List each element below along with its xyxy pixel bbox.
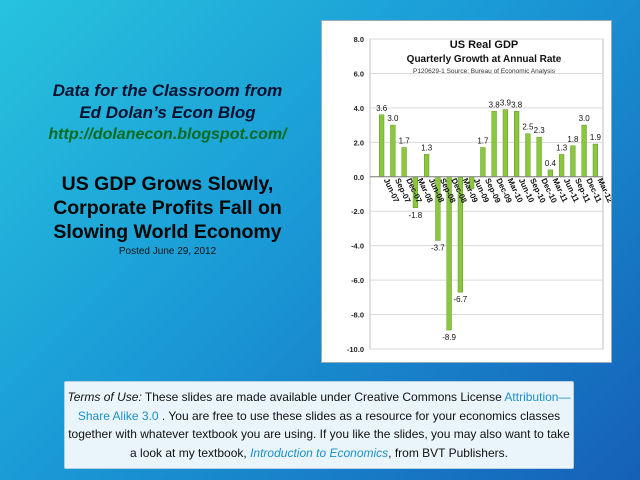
- bar-dec-11: [581, 124, 587, 178]
- bar-sep-07: [390, 124, 396, 178]
- value-label: 2.5: [522, 123, 534, 132]
- bar-jun-08: [424, 154, 430, 178]
- y-tick-label: 0.0: [354, 173, 364, 182]
- y-tick-label: -10.0: [347, 345, 364, 354]
- bar-dec-07: [401, 147, 407, 178]
- bar-sep-10: [525, 133, 531, 178]
- value-label: 1.7: [477, 137, 489, 146]
- value-label: 3.8: [511, 100, 523, 109]
- license-link[interactable]: Attribution—Share Alike 3.0: [77, 390, 571, 423]
- blog-url-link[interactable]: http://dolanecon.blogspot.com/: [48, 126, 287, 143]
- gdp-bar-chart: 8.0 6.0 4.0 2.0 0.0 -2.0 -4.0 -6.0 -8.0 -10.0 3.6…: [347, 35, 611, 354]
- chart-subtitle: Quarterly Growth at Annual Rate: [407, 54, 562, 65]
- gdp-chart-panel: 8.0 6.0 4.0 2.0 0.0 -2.0 -4.0 -6.0 -8.0 -10.0 3.6…: [321, 20, 612, 363]
- value-label: -3.7: [431, 244, 445, 253]
- headline-line-1: US GDP Grows Slowly,: [61, 173, 274, 195]
- y-tick-label: 6.0: [354, 69, 364, 78]
- bar-dec-09: [491, 111, 497, 178]
- bar-sep-11: [570, 145, 576, 178]
- headline-line-3: Slowing World Economy: [53, 221, 282, 243]
- bar-jun-10: [514, 111, 520, 178]
- blog-title-line-2: Ed Dolan’s Econ Blog: [79, 103, 256, 122]
- bar-sep-09: [480, 147, 486, 178]
- y-tick-label: -6.0: [351, 276, 364, 285]
- y-tick-label: 4.0: [354, 104, 364, 113]
- posted-date: Posted June 29, 2012: [118, 246, 217, 257]
- value-label: 2.3: [534, 126, 546, 135]
- chart-title: US Real GDP: [450, 39, 518, 51]
- terms-label: Terms of Use:: [67, 390, 142, 404]
- textbook-link[interactable]: Introduction to Economics: [250, 445, 389, 460]
- value-label: 3.8: [489, 100, 501, 109]
- value-label: 1.8: [567, 135, 579, 144]
- value-label: 3.0: [579, 114, 591, 123]
- value-label: -6.7: [453, 295, 467, 304]
- value-label: 1.3: [556, 143, 568, 152]
- bar-jun-07: [379, 114, 385, 178]
- value-label: 0.4: [545, 159, 557, 168]
- bar-dec-10: [536, 136, 542, 178]
- value-label: 1.7: [399, 137, 411, 146]
- headline: US GDP Grows Slowly, Corporate Profits F…: [20, 172, 315, 244]
- terms-text-3: , from BVT Publishers.: [388, 445, 508, 460]
- terms-text-2: . You are free to use these slides as a …: [68, 408, 570, 460]
- bar-mar-10: [502, 109, 508, 178]
- value-label: 3.0: [387, 114, 399, 123]
- terms-text-1: These slides are made available under Cr…: [141, 390, 502, 404]
- blog-title-line-1: Data for the Classroom from: [52, 81, 283, 100]
- bar-mar-12: [592, 143, 598, 178]
- value-label: -8.9: [442, 333, 456, 342]
- bar-mar-11: [547, 169, 553, 178]
- y-tick-label: 2.0: [354, 138, 364, 147]
- value-label: 3.9: [500, 99, 512, 108]
- terms-of-use-box: Terms of Use: These slides are made avai…: [64, 381, 574, 469]
- y-tick-label: 8.0: [354, 35, 364, 44]
- value-label: 1.3: [421, 143, 433, 152]
- chart-source: P120629-1 Source: Bureau of Economic Ana…: [413, 68, 556, 75]
- headline-line-2: Corporate Profits Fall on: [53, 197, 282, 219]
- value-label: -1.8: [408, 211, 422, 220]
- value-label: 1.9: [590, 133, 602, 142]
- y-tick-label: -2.0: [351, 207, 364, 216]
- value-label: 3.6: [376, 104, 388, 113]
- y-tick-label: -8.0: [351, 311, 364, 320]
- bar-jun-11: [559, 154, 565, 178]
- y-tick-label: -4.0: [351, 242, 364, 251]
- intro-text-block: Data for the Classroom from Ed Dolan’s E…: [20, 80, 315, 257]
